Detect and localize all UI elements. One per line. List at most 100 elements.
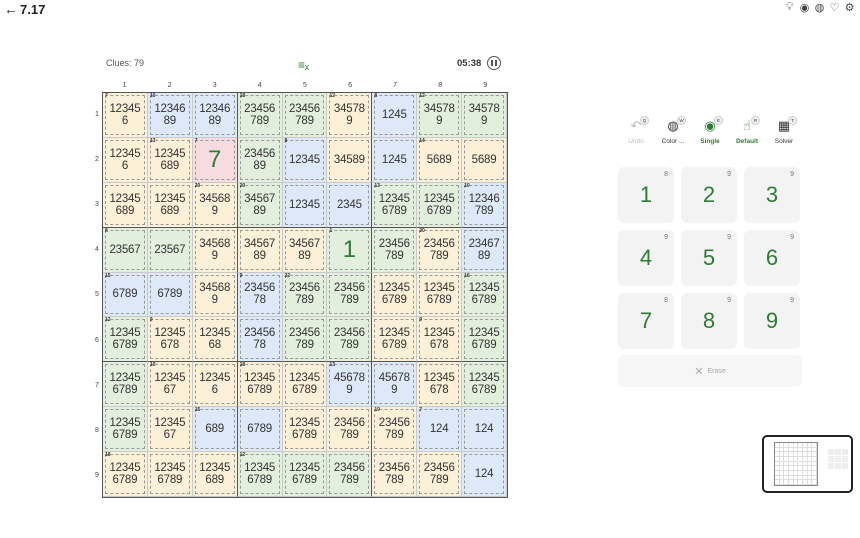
grid-cell[interactable]: 12345 6789 <box>282 407 328 453</box>
grid-cell[interactable]: 10 12345 67 <box>147 362 193 408</box>
grid-cell[interactable]: 12 34578 9 <box>417 93 463 138</box>
grid-cell[interactable]: 20 34568 9 <box>192 182 238 228</box>
grid-cell[interactable]: 12345 6 <box>192 362 238 408</box>
grid-cell[interactable]: 13 45678 9 <box>327 362 373 408</box>
grid-cell[interactable]: 19 23456 789 <box>372 407 418 453</box>
grid-cell[interactable]: 23456 789 <box>327 407 373 453</box>
grid-cell[interactable]: 12345 689 <box>147 182 193 228</box>
grid-cell[interactable]: 12345 6789 <box>103 362 148 408</box>
grid-cell[interactable]: 9 12345 678 <box>147 317 193 363</box>
grid-cell[interactable]: 23456 789 <box>417 452 463 497</box>
grid-cell[interactable]: 12345 <box>282 182 328 228</box>
tool-default-button[interactable]: ☝ R Default <box>729 116 765 150</box>
grid-cell[interactable]: 124 <box>462 407 507 453</box>
grid-cell[interactable]: 34567 89 <box>237 227 283 273</box>
grid-cell[interactable]: 12 12345 6789 <box>103 317 148 363</box>
grid-cell[interactable]: 23456 789 <box>327 272 373 318</box>
grid-cell[interactable]: 23456 789 <box>282 317 328 363</box>
grid-cell[interactable]: 34578 9 <box>462 93 507 138</box>
tool-single-button[interactable]: ◉ E Single <box>692 116 728 150</box>
clear-notes-icon[interactable]: ≡ₓ <box>298 58 309 72</box>
grid-cell[interactable]: 12345 6789 <box>462 362 507 408</box>
grid-cell[interactable]: 20 34567 89 <box>237 182 283 228</box>
grid-cell[interactable]: 15 689 <box>192 407 238 453</box>
tool-solver-button[interactable]: ▦ T Solver <box>766 116 802 150</box>
grid-cell[interactable]: 34589 <box>327 137 373 183</box>
grid-cell[interactable]: 23456 789 <box>327 452 373 497</box>
heart-icon[interactable]: ♡ <box>829 2 840 14</box>
grid-cell[interactable]: 6789 <box>237 407 283 453</box>
grid-cell[interactable]: 13 12345 689 <box>147 137 193 183</box>
grid-cell[interactable]: 12345 67 <box>147 407 193 453</box>
lightbulb-icon[interactable]: 💡︎ <box>785 1 794 13</box>
grid-cell[interactable]: 12346 89 <box>192 93 238 138</box>
grid-cell[interactable]: 18 23456 789 <box>237 93 283 138</box>
grid-cell[interactable]: 6789 <box>147 272 193 318</box>
grid-cell[interactable]: 34568 9 <box>192 227 238 273</box>
grid-cell[interactable]: 8 12345 <box>282 137 328 183</box>
grid-cell[interactable]: 12345 6789 <box>147 452 193 497</box>
grid-cell[interactable]: 9 23456 78 <box>237 272 283 318</box>
grid-cell[interactable]: 12345 6789 <box>417 272 463 318</box>
grid-cell[interactable]: 23456 789 <box>372 452 418 497</box>
grid-cell[interactable]: 124 <box>462 452 507 497</box>
palette-icon[interactable]: ◍ <box>814 2 825 14</box>
grid-cell[interactable]: 12345 6789 <box>103 407 148 453</box>
grid-cell[interactable]: 34568 9 <box>192 272 238 318</box>
grid-cell[interactable]: 12345 678 <box>417 362 463 408</box>
grid-cell[interactable]: 12345 68 <box>192 317 238 363</box>
grid-cell[interactable]: 23567 <box>147 227 193 273</box>
grid-cell[interactable]: 18 12345 6789 <box>103 452 148 497</box>
erase-button[interactable]: ✕ Erase <box>618 355 802 387</box>
grid-cell[interactable]: 2345 <box>327 182 373 228</box>
grid-cell[interactable]: 23456 78 <box>237 317 283 363</box>
grid-cell[interactable]: 16 12345 6789 <box>462 272 507 318</box>
back-button[interactable]: ← 7.17 <box>4 1 45 17</box>
grid-cell[interactable]: 7 12345 6 <box>103 93 148 138</box>
grid-cell[interactable]: 8 1245 <box>372 93 418 138</box>
grid-cell[interactable]: 12 12345 6789 <box>237 452 283 497</box>
grid-cell[interactable]: 7 124 <box>417 407 463 453</box>
grid-cell[interactable]: 12345 6789 <box>282 452 328 497</box>
grid-cell[interactable]: 1245 <box>372 137 418 183</box>
tool-color-button[interactable]: ◍ W Color ... <box>655 116 691 150</box>
grid-cell[interactable]: 12 34578 9 <box>327 93 373 138</box>
grid-cell[interactable]: 22 23456 789 <box>282 272 328 318</box>
grid-cell[interactable]: 14 5689 <box>417 137 463 183</box>
grid-cell[interactable]: 8 23567 <box>103 227 148 273</box>
grid-cell[interactable]: 12345 6789 <box>417 182 463 228</box>
grid-cell[interactable]: 12345 6789 <box>462 317 507 363</box>
grid-cell[interactable]: 23456 789 <box>372 227 418 273</box>
grid-cell[interactable]: 12345 6 <box>103 137 148 183</box>
gear-icon[interactable]: ⚙ <box>844 2 855 14</box>
grid-cell[interactable]: 20 23456 789 <box>417 227 463 273</box>
grid-cell[interactable]: 23456 89 <box>237 137 283 183</box>
pause-button[interactable] <box>487 56 501 70</box>
window-thumbnail[interactable] <box>762 435 853 493</box>
eye-icon[interactable]: ◉ <box>799 2 810 14</box>
grid-cell[interactable]: 10 12346 89 <box>147 93 193 138</box>
grid-cell[interactable]: 23456 789 <box>327 317 373 363</box>
tool-undo-button[interactable]: ↶ Q Undo <box>618 116 654 150</box>
grid-cell[interactable]: 12345 6789 <box>372 317 418 363</box>
grid-cell[interactable]: 34567 89 <box>282 227 328 273</box>
grid-cell[interactable]: 13 12345 6789 <box>372 182 418 228</box>
grid-cell[interactable]: 23456 789 <box>282 93 328 138</box>
grid-cell[interactable]: 5689 <box>462 137 507 183</box>
grid-cell[interactable]: 12345 6789 <box>282 362 328 408</box>
grid-cell[interactable]: 23467 89 <box>462 227 507 273</box>
grid-cell[interactable]: 12345 6789 <box>372 272 418 318</box>
grid-cell[interactable]: 12345 689 <box>192 452 238 497</box>
grid-cell[interactable]: 45678 9 <box>372 362 418 408</box>
